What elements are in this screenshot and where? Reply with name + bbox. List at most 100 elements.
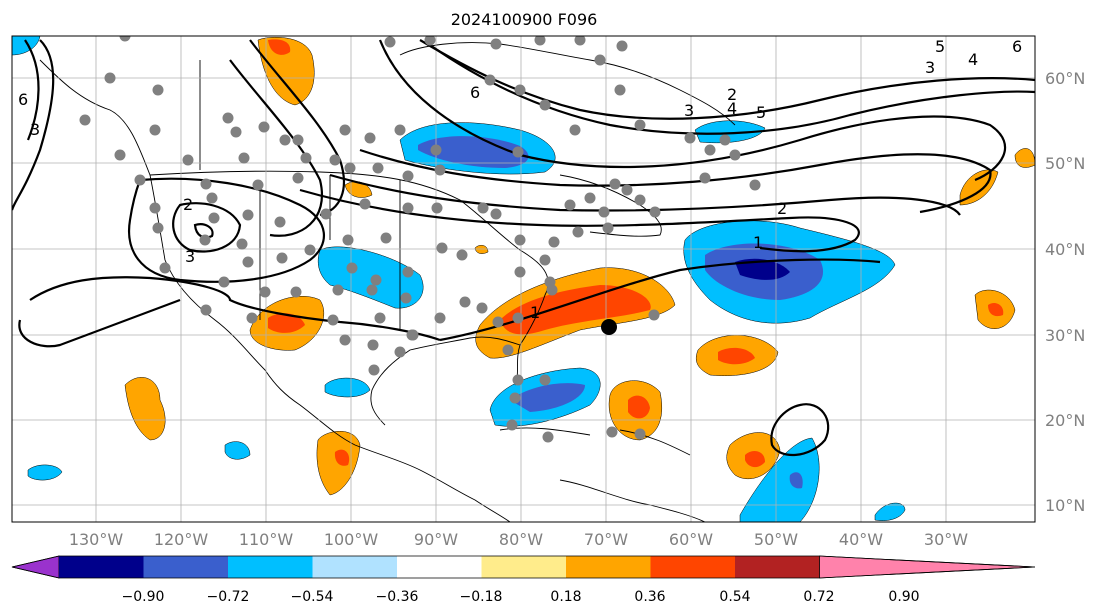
station-dot (327, 314, 339, 326)
station-dot (152, 222, 164, 234)
station-dot (332, 284, 344, 296)
svg-text:2: 2 (183, 195, 193, 214)
station-dot (584, 192, 596, 204)
station-dot (246, 312, 258, 324)
svg-text:4: 4 (968, 50, 978, 69)
station-dot (492, 316, 504, 328)
lat-label: 60°N (1045, 69, 1085, 88)
station-dot (300, 152, 312, 164)
station-dot (276, 252, 288, 264)
colorbar-tick-label: 0.72 (803, 589, 834, 605)
map-title: 2024100900 F096 (450, 10, 598, 29)
station-dot (339, 334, 351, 346)
map-frame (11, 35, 1036, 523)
coastlines (39, 42, 736, 522)
colorbar-segment (481, 556, 567, 578)
station-dot (616, 40, 628, 52)
station-dot (222, 112, 234, 124)
station-dot (512, 312, 524, 324)
station-dot (534, 36, 546, 46)
station-dot (648, 309, 660, 321)
colorbar-segment (397, 556, 482, 578)
station-dot (614, 84, 626, 96)
station-dot (564, 199, 576, 211)
colorbar-segment (312, 556, 398, 578)
lon-label: 120°W (154, 530, 209, 549)
svg-text:3: 3 (925, 58, 935, 77)
station-dot (574, 36, 586, 46)
station-dot (339, 124, 351, 136)
station-dot (199, 234, 211, 246)
colorbar-extend-max (819, 555, 1036, 579)
station-dot (200, 178, 212, 190)
station-dot (609, 178, 621, 190)
colorbar-tick-label: 0.54 (719, 589, 750, 605)
station-dot (598, 206, 610, 218)
station-dot (274, 216, 286, 228)
lat-label: 50°N (1045, 154, 1085, 173)
station-dot (459, 296, 471, 308)
station-dot (368, 364, 380, 376)
observation-stations (79, 36, 761, 443)
colorbar-segment (228, 556, 313, 578)
station-dot (649, 206, 661, 218)
station-dot (149, 124, 161, 136)
station-dot (208, 212, 220, 224)
station-dot (134, 174, 146, 186)
station-dot (684, 132, 696, 144)
latitude-labels: 60°N 50°N 40°N 30°N 20°N 10°N (1045, 69, 1085, 515)
station-dot (634, 428, 646, 440)
station-dot (252, 179, 264, 191)
graticule (12, 36, 1035, 522)
station-dot (539, 99, 551, 111)
station-dot (402, 266, 414, 278)
station-dot (238, 152, 250, 164)
station-dot (484, 74, 496, 86)
svg-text:6: 6 (18, 90, 28, 109)
station-dot (602, 222, 614, 234)
station-dot (506, 419, 518, 431)
station-dot (344, 162, 356, 174)
station-dot (394, 346, 406, 358)
lon-label: 70°W (584, 530, 628, 549)
longitude-labels: 130°W 120°W 110°W 100°W 90°W 80°W 70°W 6… (69, 530, 968, 549)
station-dot (400, 292, 412, 304)
lon-label: 100°W (324, 530, 379, 549)
station-dot (544, 276, 556, 288)
station-dot (539, 254, 551, 266)
station-dot (370, 274, 382, 286)
station-dot (406, 329, 418, 341)
station-dot (329, 154, 341, 166)
colorbar-tick-label: −0.18 (460, 589, 503, 605)
station-dot (476, 302, 488, 314)
colorbar-segment (143, 556, 229, 578)
station-dot (512, 146, 524, 158)
station-dot (572, 226, 584, 238)
station-dot (539, 374, 551, 386)
station-dot (424, 36, 436, 46)
colorbar-extend-min (11, 555, 60, 579)
svg-text:4: 4 (727, 99, 737, 118)
station-dot (114, 149, 126, 161)
station-dot (380, 232, 392, 244)
station-dot (606, 426, 618, 438)
station-dot (699, 172, 711, 184)
station-dot (119, 36, 131, 42)
lon-label: 40°W (839, 530, 883, 549)
station-dot (372, 162, 384, 174)
colorbar-outline (11, 555, 1036, 579)
lat-label: 40°N (1045, 240, 1085, 259)
station-dot (259, 286, 271, 298)
station-dot (621, 184, 633, 196)
station-dot (152, 84, 164, 96)
station-dot (434, 164, 446, 176)
station-dot (729, 149, 741, 161)
colorbar-tick-label: 0.36 (634, 589, 665, 605)
station-dot (359, 198, 371, 210)
station-dot (456, 249, 468, 261)
station-dot (242, 209, 254, 221)
svg-text:2: 2 (777, 199, 787, 218)
station-dot (512, 374, 524, 386)
station-dot (548, 236, 560, 248)
